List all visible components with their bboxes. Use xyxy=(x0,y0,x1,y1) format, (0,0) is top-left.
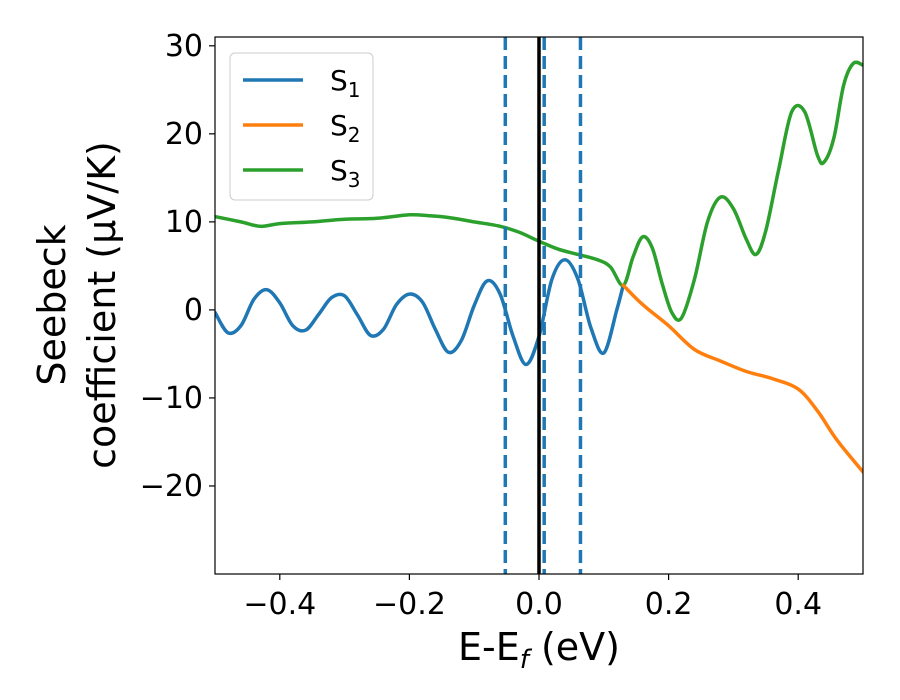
y-tick-label: −10 xyxy=(140,381,203,416)
x-ticks: −0.4 −0.2 0.0 0.2 0.4 xyxy=(243,574,822,622)
y-tick-label: 30 xyxy=(165,29,203,64)
vline-layer xyxy=(503,37,583,574)
series-line-s2 xyxy=(621,283,863,474)
y-tick-label: −20 xyxy=(140,469,203,504)
y-tick-label: 0 xyxy=(184,293,203,328)
legend-label-s3: S3 xyxy=(330,154,361,192)
x-tick-label: 0.4 xyxy=(774,587,822,622)
legend-label-s1: S1 xyxy=(330,64,361,102)
y-axis-label-line-1: Seebeck xyxy=(30,224,74,385)
x-tick-label: −0.4 xyxy=(243,587,316,622)
x-tick-label: −0.2 xyxy=(373,587,446,622)
legend-label-s2: S2 xyxy=(330,109,361,147)
y-ticks: −20 −10 0 10 20 30 xyxy=(140,29,215,504)
y-tick-label: 10 xyxy=(165,205,203,240)
series-line-s3 xyxy=(215,60,863,322)
x-tick-label: 0.0 xyxy=(515,587,563,622)
y-axis-label-line-2: coefficient (μV/K) xyxy=(80,141,124,469)
y-tick-label: 20 xyxy=(165,117,203,152)
y-axis-label: Seebeck coefficient (μV/K) xyxy=(30,141,124,469)
legend: S1 S2 S3 xyxy=(229,52,374,201)
x-axis-label: E-Ef (eV) xyxy=(458,625,620,675)
series-layer xyxy=(215,60,863,474)
series-line-s1 xyxy=(215,257,625,367)
x-tick-label: 0.2 xyxy=(645,587,693,622)
